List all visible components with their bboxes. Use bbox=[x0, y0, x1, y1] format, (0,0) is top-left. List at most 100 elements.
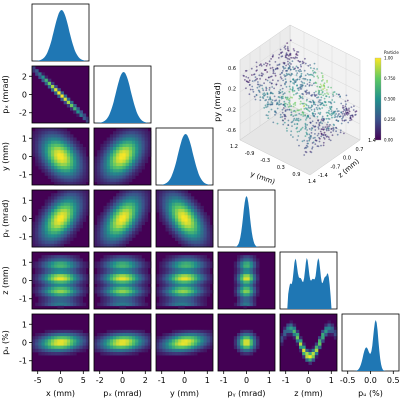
density-cell bbox=[44, 280, 49, 284]
density-cell bbox=[308, 361, 312, 365]
density-cell bbox=[156, 286, 160, 291]
density-cell bbox=[73, 104, 77, 108]
density-cell bbox=[38, 159, 42, 164]
3d-point bbox=[291, 96, 293, 99]
density-cell bbox=[41, 150, 45, 154]
density-cell bbox=[200, 228, 204, 232]
density-cell bbox=[203, 267, 207, 272]
density-cell bbox=[66, 296, 71, 300]
density-cell bbox=[44, 228, 49, 232]
density-cell bbox=[122, 258, 126, 262]
density-cell bbox=[249, 329, 254, 334]
3d-point bbox=[322, 119, 324, 122]
density-cell bbox=[171, 267, 176, 272]
density-cell bbox=[38, 134, 42, 138]
3d-point bbox=[281, 70, 284, 72]
3d-point bbox=[302, 77, 305, 80]
density-cell bbox=[252, 286, 257, 291]
density-cell bbox=[165, 196, 169, 200]
density-cell bbox=[125, 339, 130, 343]
density-cell bbox=[116, 140, 120, 145]
density-cell bbox=[100, 302, 104, 307]
density-cell bbox=[44, 240, 49, 245]
3d-point bbox=[317, 104, 319, 107]
density-cell bbox=[175, 209, 179, 213]
3d-point bbox=[289, 88, 292, 90]
3d-point bbox=[331, 134, 334, 137]
density-cell bbox=[330, 326, 335, 331]
density-cell bbox=[132, 150, 136, 154]
density-cell bbox=[135, 147, 139, 151]
density-cell bbox=[60, 234, 64, 238]
density-cell bbox=[32, 280, 36, 284]
density-cell bbox=[175, 333, 179, 337]
density-cell bbox=[122, 159, 126, 164]
density-cell bbox=[321, 339, 325, 343]
density-cell bbox=[308, 355, 312, 359]
density-cell bbox=[47, 212, 52, 216]
3d-point bbox=[314, 71, 317, 74]
3d-point bbox=[266, 103, 269, 106]
3d-point bbox=[287, 49, 290, 52]
density-cell bbox=[51, 85, 55, 89]
density-cell bbox=[116, 277, 120, 281]
density-cell bbox=[240, 264, 244, 269]
density-cell bbox=[66, 329, 71, 334]
density-cell bbox=[109, 345, 114, 350]
density-cell bbox=[203, 293, 207, 297]
density-cell bbox=[159, 348, 163, 353]
density-cell bbox=[128, 290, 133, 294]
density-cell bbox=[79, 202, 83, 207]
density-cell bbox=[141, 333, 145, 337]
3d-point bbox=[288, 90, 291, 93]
density-cell bbox=[66, 302, 71, 307]
density-cell bbox=[135, 348, 139, 353]
density-cell bbox=[54, 181, 58, 186]
density-cell bbox=[82, 175, 87, 179]
density-cell bbox=[178, 267, 182, 272]
density-cell bbox=[243, 336, 247, 340]
density-cell bbox=[237, 277, 241, 281]
density-cell bbox=[51, 209, 55, 213]
density-cell bbox=[156, 193, 160, 197]
density-cell bbox=[119, 172, 123, 176]
3d-point bbox=[295, 65, 298, 68]
density-cell bbox=[113, 240, 117, 245]
density-cell bbox=[79, 296, 83, 300]
density-cell bbox=[63, 221, 68, 226]
density-cell bbox=[246, 302, 250, 307]
density-cell bbox=[47, 78, 52, 83]
density-cell bbox=[79, 215, 83, 219]
3d-point bbox=[329, 108, 332, 110]
3d-point bbox=[285, 98, 288, 101]
density-cell bbox=[35, 293, 39, 297]
density-cell bbox=[73, 296, 77, 300]
density-cell bbox=[209, 345, 214, 350]
density-cell bbox=[252, 277, 257, 281]
density-cell bbox=[283, 333, 287, 337]
density-cell bbox=[70, 352, 74, 356]
density-cell bbox=[165, 228, 169, 232]
density-cell bbox=[165, 345, 169, 350]
density-cell bbox=[181, 196, 185, 200]
density-cell bbox=[128, 264, 133, 269]
density-cell bbox=[171, 196, 176, 200]
density-cell bbox=[159, 267, 163, 272]
density-cell bbox=[54, 286, 58, 291]
density-cell bbox=[171, 283, 176, 288]
density-cell bbox=[70, 162, 74, 167]
density-cell bbox=[82, 202, 87, 207]
density-cell bbox=[63, 162, 68, 167]
density-cell bbox=[109, 175, 114, 179]
density-cell bbox=[66, 169, 71, 173]
density-cell bbox=[165, 255, 169, 259]
3d-point bbox=[319, 122, 321, 124]
density-cell bbox=[35, 280, 39, 284]
density-cell bbox=[132, 299, 136, 303]
density-cell bbox=[100, 228, 104, 232]
density-cell bbox=[122, 293, 126, 297]
density-cell bbox=[125, 342, 130, 346]
3d-point bbox=[316, 75, 319, 78]
density-cell bbox=[147, 137, 152, 141]
density-cell bbox=[60, 153, 64, 157]
